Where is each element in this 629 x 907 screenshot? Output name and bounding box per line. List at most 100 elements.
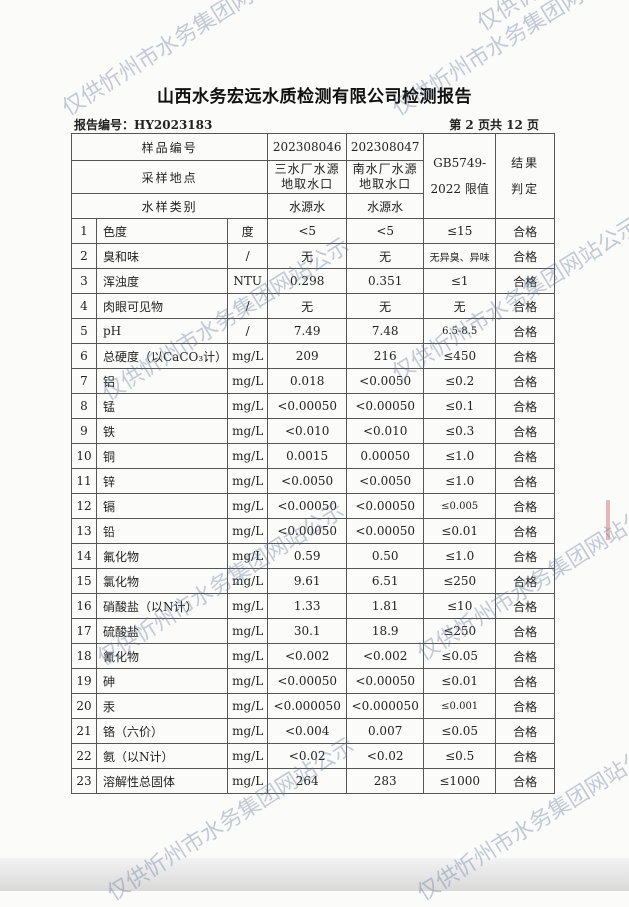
row-number: 5 — [71, 318, 97, 344]
sample-2-value: 0.50 — [346, 543, 425, 569]
sample-2-value: 0.007 — [346, 718, 425, 744]
sample-2-site-line2: 地取水口 — [359, 177, 412, 191]
table-row: 9 铁 mg/L <0.010 <0.010 ≤0.3 合格 — [71, 418, 556, 444]
unit: mg/L — [227, 768, 269, 794]
sample-1-site: 三水厂水源 地取水口 — [267, 160, 348, 194]
unit: 度 — [227, 218, 269, 244]
unit: mg/L — [227, 418, 269, 444]
result-value: 合格 — [495, 493, 556, 519]
limit-value: 6.5-8.5 — [423, 318, 497, 344]
result-value: 合格 — [495, 418, 556, 444]
item-name: 铬（六价） — [95, 718, 229, 744]
unit: / — [227, 243, 269, 269]
result-value: 合格 — [495, 543, 556, 569]
sample-2-value: 6.51 — [346, 568, 425, 594]
limit-header: GB5749- 2022 限值 — [423, 133, 497, 219]
table-row: 23 溶解性总固体 mg/L 264 283 ≤1000 合格 — [71, 768, 556, 794]
sample-1-no: 202308046 — [267, 133, 348, 161]
table-row: 18 氰化物 mg/L <0.002 <0.002 ≤0.05 合格 — [71, 643, 556, 669]
sample-2-value: <0.010 — [346, 418, 425, 444]
item-name: 氰化物 — [95, 643, 229, 669]
row-number: 7 — [71, 368, 97, 394]
sample-2-value: <0.02 — [346, 743, 425, 769]
sample-1-site-line1: 三水厂水源 — [274, 162, 340, 176]
item-name: 镉 — [95, 493, 229, 519]
result-value: 合格 — [495, 693, 556, 719]
row-number: 17 — [71, 618, 97, 644]
sample-2-value: 0.351 — [346, 268, 425, 294]
sample-1-value: <0.00050 — [267, 518, 348, 544]
row-number: 2 — [71, 243, 97, 269]
sample-2-value: <0.00050 — [346, 493, 425, 519]
row-number: 16 — [71, 593, 97, 619]
item-name: pH — [95, 318, 229, 344]
result-value: 合格 — [495, 568, 556, 594]
limit-value: ≤1.0 — [423, 543, 497, 569]
row-number: 15 — [71, 568, 97, 594]
item-name: 臭和味 — [95, 243, 229, 269]
sample-2-value: 18.9 — [346, 618, 425, 644]
table-row: 3 浑浊度 NTU 0.298 0.351 ≤1 合格 — [71, 268, 556, 294]
row-number: 8 — [71, 393, 97, 419]
limit-value: ≤15 — [423, 218, 497, 244]
unit: mg/L — [227, 668, 269, 694]
type-label: 水样类别 — [70, 193, 269, 219]
sample-2-site-line1: 南水厂水源 — [352, 162, 418, 176]
page-info: 第 2 页共 12 页 — [449, 118, 539, 132]
report-number: 报告编号：HY2023183 — [74, 118, 213, 132]
limit-value: ≤1000 — [423, 768, 497, 794]
item-name: 氯化物 — [95, 568, 229, 594]
result-value: 合格 — [495, 743, 556, 769]
result-value: 合格 — [495, 518, 556, 544]
sample-1-value: <0.000050 — [267, 693, 348, 719]
limit-value: ≤1.0 — [423, 468, 497, 494]
sample-2-value: <0.00050 — [346, 668, 425, 694]
item-name: 砷 — [95, 668, 229, 694]
item-name: 硝酸盐（以N计） — [95, 593, 229, 619]
item-name: 色度 — [95, 218, 229, 244]
site-label: 采样地点 — [70, 160, 269, 194]
table-row: 4 肉眼可见物 / 无无无合格 — [71, 293, 556, 319]
row-number: 22 — [71, 743, 97, 769]
sample-1-value: <0.010 — [267, 418, 348, 444]
table-row: 10 铜 mg/L 0.0015 0.00050 ≤1.0 合格 — [71, 443, 556, 469]
limit-value: ≤0.001 — [423, 693, 497, 719]
limit-value: ≤1 — [423, 268, 497, 294]
result-value: 合格 — [495, 218, 556, 244]
result-value: 合格 — [495, 443, 556, 469]
unit: mg/L — [227, 568, 269, 594]
result-value: 合格 — [495, 293, 556, 319]
result-value: 合格 — [495, 768, 556, 794]
limit-value: 无异臭、异味 — [423, 243, 497, 269]
sample-2-value: <0.00050 — [346, 518, 425, 544]
sample-2-value: <5 — [346, 218, 425, 244]
table-row: 17 硫酸盐 mg/L 30.1 18.9 ≤250 合格 — [71, 618, 556, 644]
unit: mg/L — [227, 493, 269, 519]
sample-1-value: 7.49 — [267, 318, 348, 344]
sample-2-value: <0.002 — [346, 643, 425, 669]
row-number: 20 — [71, 693, 97, 719]
sample-1-value: 209 — [267, 343, 348, 369]
seal-edge — [606, 500, 610, 540]
row-number: 21 — [71, 718, 97, 744]
limit-value: ≤10 — [423, 593, 497, 619]
table-row: 6 总硬度（以CaCO₃计） mg/L 209 216 ≤450 合格 — [71, 343, 556, 369]
row-number: 12 — [71, 493, 97, 519]
unit: / — [227, 318, 269, 344]
result-value: 合格 — [495, 343, 556, 369]
limit-value: 无 — [423, 293, 497, 319]
limit-value: ≤0.01 — [423, 518, 497, 544]
header-row-type: 水样类别 水源水 水源水 — [70, 193, 555, 219]
sample-2-value: <0.00050 — [346, 393, 425, 419]
sample-1-value: 264 — [267, 768, 348, 794]
unit: mg/L — [227, 518, 269, 544]
limit-value: ≤250 — [423, 618, 497, 644]
result-value: 合格 — [495, 668, 556, 694]
row-number: 9 — [71, 418, 97, 444]
table-row: 7 铝 mg/L 0.018 <0.0050 ≤0.2 合格 — [71, 368, 556, 394]
table-row: 14 氟化物 mg/L 0.59 0.50 ≤1.0 合格 — [71, 543, 556, 569]
sample-1-value: 0.0015 — [267, 443, 348, 469]
limit-header-line2: 2022 限值 — [430, 182, 489, 196]
sample-2-value: 1.81 — [346, 593, 425, 619]
limit-value: ≤1.0 — [423, 443, 497, 469]
